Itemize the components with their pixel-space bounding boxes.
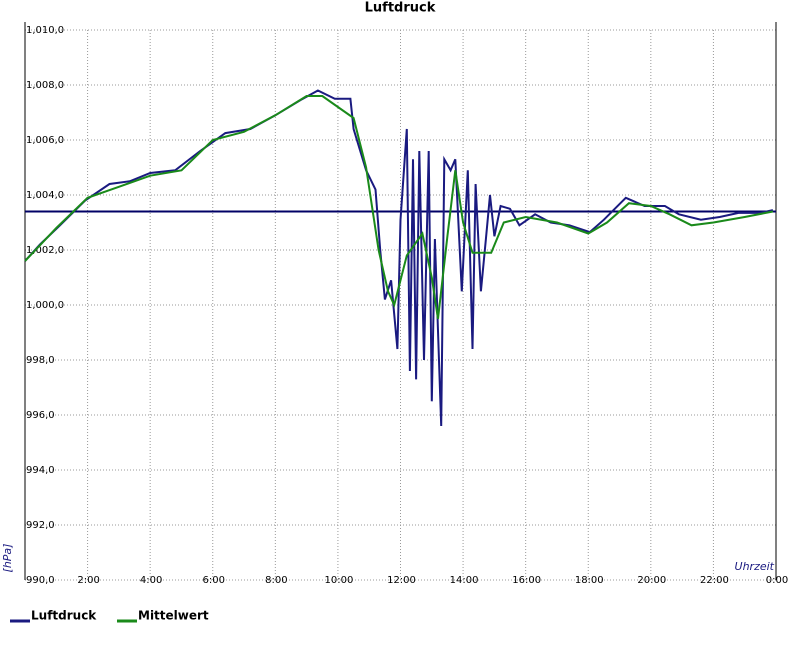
- x-tick-label: 20:00: [637, 575, 666, 586]
- y-tick-label: 1,002,0: [26, 245, 64, 256]
- legend-label: Mittelwert: [138, 609, 209, 623]
- x-tick-label: 2:00: [77, 575, 99, 586]
- legend-label: Luftdruck: [31, 609, 97, 623]
- x-tick-label: 4:00: [140, 575, 162, 586]
- x-tick-label: 22:00: [700, 575, 729, 586]
- chart-title: Luftdruck: [365, 1, 436, 16]
- y-tick-label: 996,0: [26, 410, 55, 421]
- y-axis-label: [hPa]: [1, 544, 14, 573]
- x-tick-label: 8:00: [265, 575, 287, 586]
- x-tick-label: 14:00: [450, 575, 479, 586]
- x-tick-label: 12:00: [387, 575, 416, 586]
- y-tick-label: 1,008,0: [26, 80, 64, 91]
- series-line: [24, 95, 774, 319]
- y-tick-label: 1,004,0: [26, 190, 64, 201]
- x-tick-label: 10:00: [325, 575, 354, 586]
- y-tick-label: 1,010,0: [26, 25, 64, 36]
- y-tick-label: 990,0: [26, 575, 55, 586]
- x-tick-label: 18:00: [575, 575, 604, 586]
- y-tick-label: 994,0: [26, 465, 55, 476]
- y-tick-label: 1,000,0: [26, 300, 64, 311]
- y-tick-label: 992,0: [26, 520, 55, 531]
- y-tick-label: 998,0: [26, 355, 55, 366]
- x-tick-label: 0:00: [766, 575, 788, 586]
- x-tick-label: 6:00: [203, 575, 225, 586]
- series-line: [24, 89, 774, 427]
- x-tick-label: 16:00: [512, 575, 541, 586]
- y-tick-label: 1,006,0: [26, 135, 64, 146]
- x-axis-label: Uhrzeit: [735, 560, 775, 573]
